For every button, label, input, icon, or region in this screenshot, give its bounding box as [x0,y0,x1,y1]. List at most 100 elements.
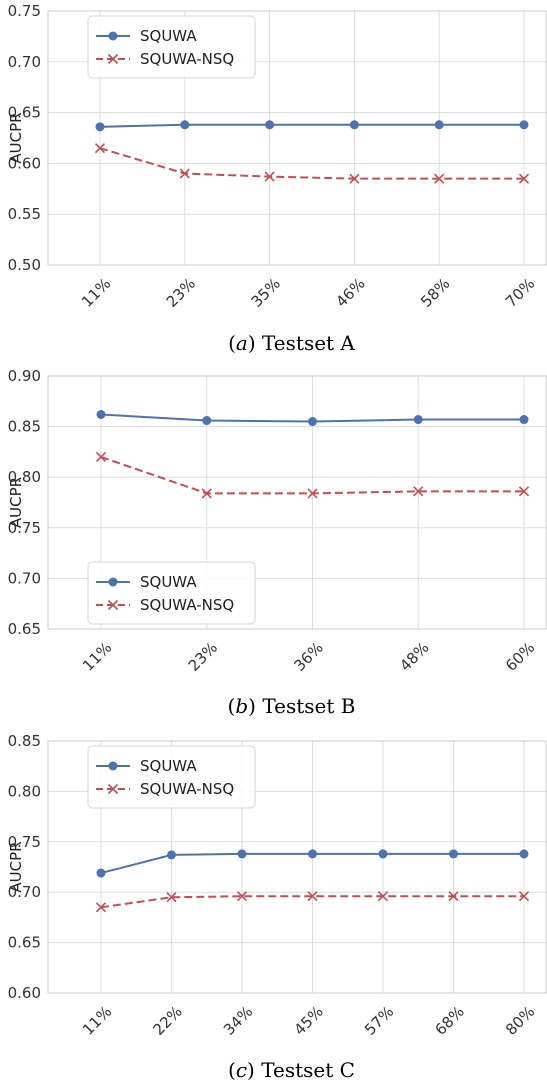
y-tick-label: 0.70 [8,569,41,587]
legend-marker-1 [107,783,119,795]
x-tick-label: 23% [163,275,199,311]
legend: SQUWA SQUWA-NSQ [87,561,256,625]
caption-text: Testset B [262,694,355,718]
y-tick-label: 0.60 [8,154,41,172]
x-tick-label: 46% [332,275,368,311]
chart-panel-c: 0.60 0.65 0.70 0.75 0.80 0.85 11% 22% 34% 45% 57% 6… [7,732,547,1082]
y-tick-label: 0.65 [8,620,41,638]
legend-marker-0 [108,577,118,587]
data-point [518,891,530,902]
x-tick-label: 70% [502,275,538,311]
y-tick-label: 0.75 [8,519,41,537]
data-point [349,173,360,184]
data-point [434,120,444,130]
data-point [96,868,106,878]
y-tick-label: 0.80 [8,782,41,800]
series-line-1 [99,147,524,180]
x-tick-label: 23% [185,639,221,675]
plot-frame [47,10,547,266]
y-tick-label: 0.85 [8,418,41,436]
data-point [448,891,459,902]
x-tick-label: 60% [502,639,538,675]
caption-text: Testset A [262,331,355,355]
legend-label-1: SQUWA-NSQ [140,50,234,68]
legend-marker-1 [107,599,119,611]
panel-caption: (c) Testset C [228,1058,355,1082]
y-tick-label: 0.80 [8,468,41,486]
data-point [519,849,529,859]
y-tick-label: 0.50 [8,256,41,274]
data-point [202,416,212,426]
legend-marker-0 [108,31,118,41]
plot-frame [47,375,547,630]
data-point [349,120,359,130]
legend-box [87,561,256,625]
y-tick-label: 0.90 [8,367,41,385]
panel-caption: (a) Testset A [228,331,355,355]
data-point [413,486,424,497]
data-point [449,849,458,859]
x-tick-label: 45% [290,1003,326,1039]
data-point [179,168,190,179]
legend: SQUWA SQUWA-NSQ [87,15,256,79]
x-tick-label: 58% [417,275,453,311]
caption-letter: a [236,331,248,355]
caption-letter: b [235,694,248,718]
data-point [95,902,107,913]
y-tick-label: 0.55 [8,205,41,223]
data-point [95,451,107,463]
data-point [236,891,248,902]
chart-panel-b: 0.65 0.70 0.75 0.80 0.85 0.90 11% 23% 36% 48% 60% A… [7,367,547,718]
panel-caption: (b) Testset B [228,694,356,718]
legend-label-1: SQUWA-NSQ [140,596,234,614]
data-point [264,171,275,182]
y-tick-label: 0.75 [8,833,41,851]
x-tick-label: 35% [248,275,284,311]
data-point [519,120,529,130]
data-point [307,891,318,902]
y-tick-label: 0.75 [8,2,41,20]
data-point [378,849,388,859]
data-point [95,122,105,132]
data-point [201,488,212,499]
x-tick-label: 57% [361,1003,397,1039]
data-point [167,850,176,860]
legend-marker-1 [107,53,119,65]
data-point [377,891,389,902]
x-tick-label: 80% [502,1003,538,1039]
x-tick-label: 34% [220,1003,256,1039]
x-tick-label: 36% [290,639,326,675]
y-axis-label: AUCPR [7,112,25,163]
x-tick-label: 22% [149,1003,185,1039]
legend-label-0: SQUWA [140,757,197,775]
x-tick-label: 11% [79,1003,115,1039]
data-point [308,849,317,859]
data-point [308,417,317,427]
y-tick-label: 0.70 [8,883,41,901]
y-tick-label: 0.65 [8,104,41,122]
y-tick-label: 0.65 [8,934,41,952]
y-tick-label: 0.70 [8,53,41,71]
legend: SQUWA SQUWA-NSQ [87,745,256,809]
x-tick-label: 68% [431,1003,467,1039]
data-point [307,488,318,499]
y-axis-label: AUCPR [7,477,25,528]
chart-panel-a: 0.50 0.55 0.60 0.65 0.70 0.75 11% 23% 35% 46% 58% 7… [7,2,547,355]
x-tick-label: 11% [78,275,114,311]
legend-label-0: SQUWA [140,27,197,45]
data-point [434,173,445,184]
legend-label-1: SQUWA-NSQ [140,780,234,798]
data-point [265,120,275,130]
data-point [519,415,529,425]
data-point [180,120,190,130]
legend-label-0: SQUWA [140,573,197,591]
legend-marker-0 [108,761,118,771]
y-axis-label: AUCPR [7,841,25,892]
data-point [94,143,106,154]
legend-box [87,745,256,809]
data-point [518,173,530,184]
data-point [166,892,177,903]
data-point [518,486,530,497]
data-point [96,409,106,419]
